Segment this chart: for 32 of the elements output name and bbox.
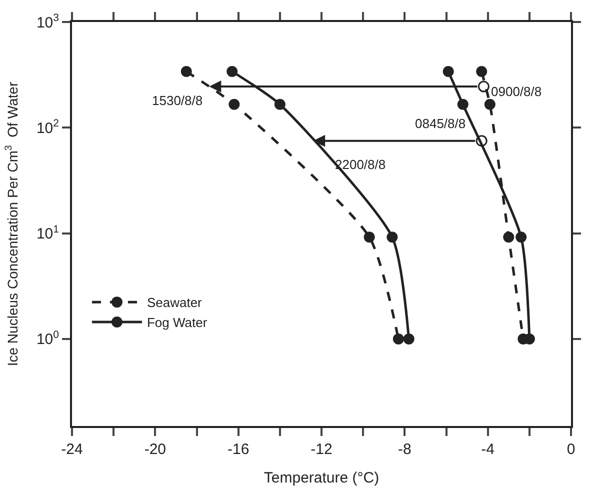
annotation: 1530/8/8	[152, 93, 203, 108]
point	[392, 333, 404, 344]
y-tick-label: 10$^{3}$	[36, 12, 60, 32]
y-tick-label: 10$^{2}$	[36, 118, 60, 137]
point	[364, 232, 375, 243]
point	[180, 66, 192, 77]
annotation: 0900/8/8	[491, 84, 542, 99]
y-tick-label: 10$^{0}$	[36, 328, 60, 348]
point	[503, 232, 514, 243]
x-axis-title: Temperature (°C)	[264, 470, 380, 486]
x-tick-label: 0	[566, 441, 576, 458]
point	[484, 98, 496, 110]
x-tick-label: -20	[144, 441, 166, 458]
x-tick-label: -4	[481, 441, 494, 458]
point	[476, 66, 488, 77]
annotation: 2200/8/8	[335, 157, 386, 172]
x-tick-label: -24	[61, 441, 83, 458]
legend-label: Seawater	[146, 295, 203, 310]
point	[403, 333, 414, 344]
y-tick-label: 10$^{1}$	[36, 223, 60, 243]
point	[457, 98, 468, 110]
point	[228, 98, 240, 110]
x-tick-label: -12	[310, 441, 332, 458]
point	[274, 98, 286, 110]
point	[442, 66, 454, 77]
point	[516, 232, 527, 243]
x-tick-label: -16	[227, 441, 250, 458]
point	[386, 232, 398, 243]
x-tick-label: -8	[398, 441, 412, 458]
point	[226, 66, 238, 77]
legend-label: Fog Water	[146, 315, 208, 330]
annotation: 0845/8/8	[415, 116, 466, 131]
